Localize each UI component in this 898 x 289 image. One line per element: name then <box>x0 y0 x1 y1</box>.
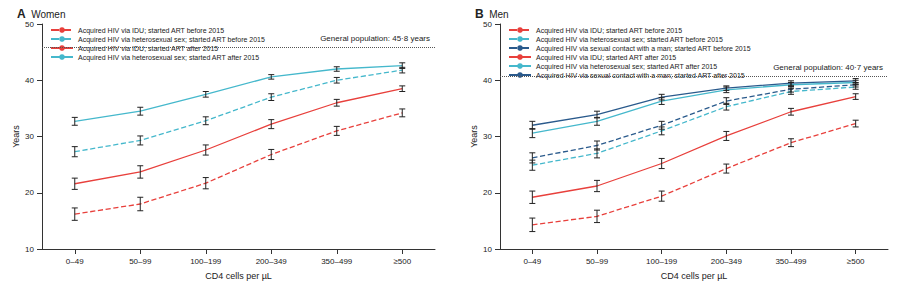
svg-text:200–349: 200–349 <box>711 257 743 266</box>
svg-text:20: 20 <box>25 188 34 197</box>
svg-text:50–99: 50–99 <box>586 257 609 266</box>
svg-text:A: A <box>17 7 26 21</box>
svg-text:General population: 45·8 years: General population: 45·8 years <box>320 34 430 43</box>
svg-text:CD4 cells per µL: CD4 cells per µL <box>205 271 272 281</box>
svg-text:10: 10 <box>25 245 34 254</box>
svg-text:10: 10 <box>483 245 492 254</box>
svg-text:Acquired HIV via heterosexual: Acquired HIV via heterosexual sex; start… <box>78 36 265 44</box>
svg-text:Women: Women <box>26 9 66 20</box>
svg-text:B: B <box>475 7 484 21</box>
svg-text:Acquired HIV via sexual contac: Acquired HIV via sexual contact with a m… <box>536 72 745 80</box>
svg-text:30: 30 <box>25 132 34 141</box>
svg-text:350–499: 350–499 <box>775 257 807 266</box>
svg-text:100–199: 100–199 <box>646 257 678 266</box>
svg-text:Acquired HIV via sexual contac: Acquired HIV via sexual contact with a m… <box>536 45 751 53</box>
svg-text:50: 50 <box>483 20 492 29</box>
svg-text:Years: Years <box>469 125 479 148</box>
svg-text:Acquired HIV via IDU; started: Acquired HIV via IDU; started ART before… <box>78 27 224 35</box>
svg-text:100–199: 100–199 <box>190 257 222 266</box>
svg-text:200–349: 200–349 <box>256 257 288 266</box>
svg-text:40: 40 <box>483 76 492 85</box>
svg-text:50–99: 50–99 <box>129 257 152 266</box>
svg-text:30: 30 <box>483 132 492 141</box>
svg-text:Acquired HIV via IDU; started: Acquired HIV via IDU; started ART after … <box>536 54 676 62</box>
svg-text:General population: 40·7 years: General population: 40·7 years <box>773 63 883 72</box>
svg-text:Men: Men <box>484 9 509 20</box>
svg-text:40: 40 <box>25 76 34 85</box>
svg-text:Acquired HIV via IDU; started: Acquired HIV via IDU; started ART after … <box>78 45 218 53</box>
svg-text:0–49: 0–49 <box>523 257 541 266</box>
svg-text:0–49: 0–49 <box>66 257 84 266</box>
svg-text:20: 20 <box>483 188 492 197</box>
svg-text:≥500: ≥500 <box>393 257 411 266</box>
svg-text:350–499: 350–499 <box>321 257 353 266</box>
svg-text:Acquired HIV via heterosexual: Acquired HIV via heterosexual sex; start… <box>536 63 717 71</box>
svg-text:Acquired HIV via heterosexual: Acquired HIV via heterosexual sex; start… <box>78 54 259 62</box>
svg-text:50: 50 <box>25 20 34 29</box>
svg-text:Acquired HIV via heterosexual: Acquired HIV via heterosexual sex; start… <box>536 36 723 44</box>
svg-text:CD4 cells per µL: CD4 cells per µL <box>661 271 728 281</box>
svg-text:Years: Years <box>11 125 21 148</box>
svg-text:Acquired HIV via IDU; started: Acquired HIV via IDU; started ART before… <box>536 27 682 35</box>
svg-text:≥500: ≥500 <box>847 257 865 266</box>
